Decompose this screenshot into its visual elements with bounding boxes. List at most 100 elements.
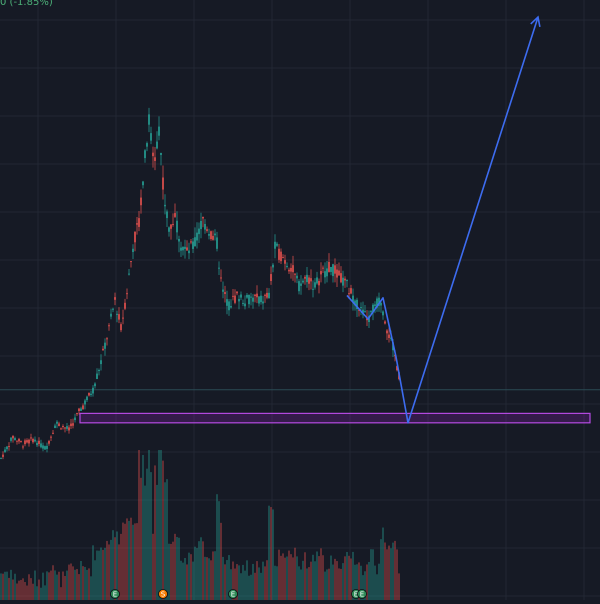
candle-body: [206, 229, 208, 231]
volume-bar: [240, 573, 242, 600]
volume-bar: [20, 579, 22, 600]
volume-bar: [290, 554, 292, 600]
candle-body: [364, 311, 366, 313]
volume-bar: [270, 507, 272, 600]
volume-bar: [178, 537, 180, 600]
candle-body: [112, 308, 114, 310]
candle-body: [134, 231, 136, 243]
candle-body: [94, 383, 96, 387]
volume-bar: [214, 551, 216, 600]
volume-bar: [398, 573, 400, 600]
candle-body: [300, 283, 302, 286]
volume-bar: [60, 587, 62, 600]
volume-bar: [50, 570, 52, 600]
candle-body: [44, 446, 46, 450]
candle-body: [208, 234, 210, 236]
volume-bar: [146, 468, 148, 600]
volume-bar: [90, 576, 92, 600]
candle-body: [312, 288, 314, 290]
volume-bar: [302, 560, 304, 600]
volume-bar: [166, 479, 168, 600]
event-marker-badge: [228, 589, 238, 599]
candle-body: [176, 220, 178, 233]
candle-body: [178, 238, 180, 242]
volume-bar: [218, 501, 220, 600]
candle-body: [24, 440, 26, 445]
candle-body: [286, 265, 288, 267]
candle-body: [292, 265, 294, 273]
candle-body: [152, 152, 154, 157]
support-zone-rect[interactable]: [79, 412, 591, 424]
volume-bar: [26, 585, 28, 600]
candle-body: [216, 237, 218, 249]
candle-body: [20, 441, 22, 443]
volume-bar: [54, 570, 56, 600]
candle-body: [124, 302, 126, 309]
volume-bar: [152, 533, 154, 600]
volume-bar: [278, 549, 280, 600]
volume-bar: [150, 472, 152, 600]
candle-body: [222, 289, 224, 292]
volume-bar: [306, 568, 308, 600]
candle-body: [102, 348, 104, 351]
volume-bar: [88, 568, 90, 600]
volume-bar: [192, 561, 194, 600]
volume-bar: [246, 560, 248, 600]
event-marker[interactable]: E: [357, 589, 367, 599]
event-marker[interactable]: E: [110, 589, 120, 599]
volume-bar: [136, 523, 138, 600]
volume-bar: [44, 585, 46, 600]
candle-body: [326, 268, 328, 277]
candle-body: [262, 301, 264, 304]
candle-body: [64, 427, 66, 429]
event-marker-label: S: [161, 591, 166, 599]
candle-body: [294, 273, 296, 275]
volume-bar: [204, 556, 206, 600]
candle-body: [280, 251, 282, 262]
volume-bar: [388, 545, 390, 600]
volume-bar: [350, 558, 352, 600]
volume-bar: [364, 571, 366, 600]
volume-bar: [276, 566, 278, 600]
volume-bar: [92, 545, 94, 600]
candle-body: [146, 143, 148, 147]
volume-bar: [148, 450, 150, 600]
candle-body: [332, 264, 334, 277]
candle-body: [98, 370, 100, 372]
candle-body: [316, 277, 318, 284]
candle-body: [38, 440, 40, 444]
volume-bar: [174, 533, 176, 600]
event-marker[interactable]: S: [158, 589, 168, 599]
candle-body: [54, 425, 56, 429]
candle-body: [86, 396, 88, 401]
support-zone-layer[interactable]: [79, 412, 591, 424]
volume-bar: [196, 548, 198, 600]
volume-bar: [72, 566, 74, 600]
candle-body: [218, 267, 220, 269]
candle-body: [346, 280, 348, 282]
candle-body: [354, 300, 356, 306]
projection-path-line[interactable]: [346, 16, 539, 424]
volume-bar: [336, 561, 338, 600]
candle-body: [390, 337, 392, 339]
volume-bar: [280, 555, 282, 600]
volume-bar: [248, 575, 250, 600]
candle-body: [284, 260, 286, 264]
candle-body: [356, 299, 358, 310]
candle-body: [126, 293, 128, 295]
candle-body: [378, 297, 380, 306]
volume-bar: [140, 477, 142, 600]
candle-body: [382, 311, 384, 316]
event-marker[interactable]: E: [228, 589, 238, 599]
volume-bar: [130, 517, 132, 600]
candle-body: [14, 438, 16, 441]
candle-body: [170, 224, 172, 229]
projection-path-layer[interactable]: [346, 15, 541, 424]
volume-bar: [48, 572, 50, 600]
volume-bar: [348, 555, 350, 600]
volume-bar: [294, 547, 296, 600]
volume-bar: [118, 544, 120, 600]
